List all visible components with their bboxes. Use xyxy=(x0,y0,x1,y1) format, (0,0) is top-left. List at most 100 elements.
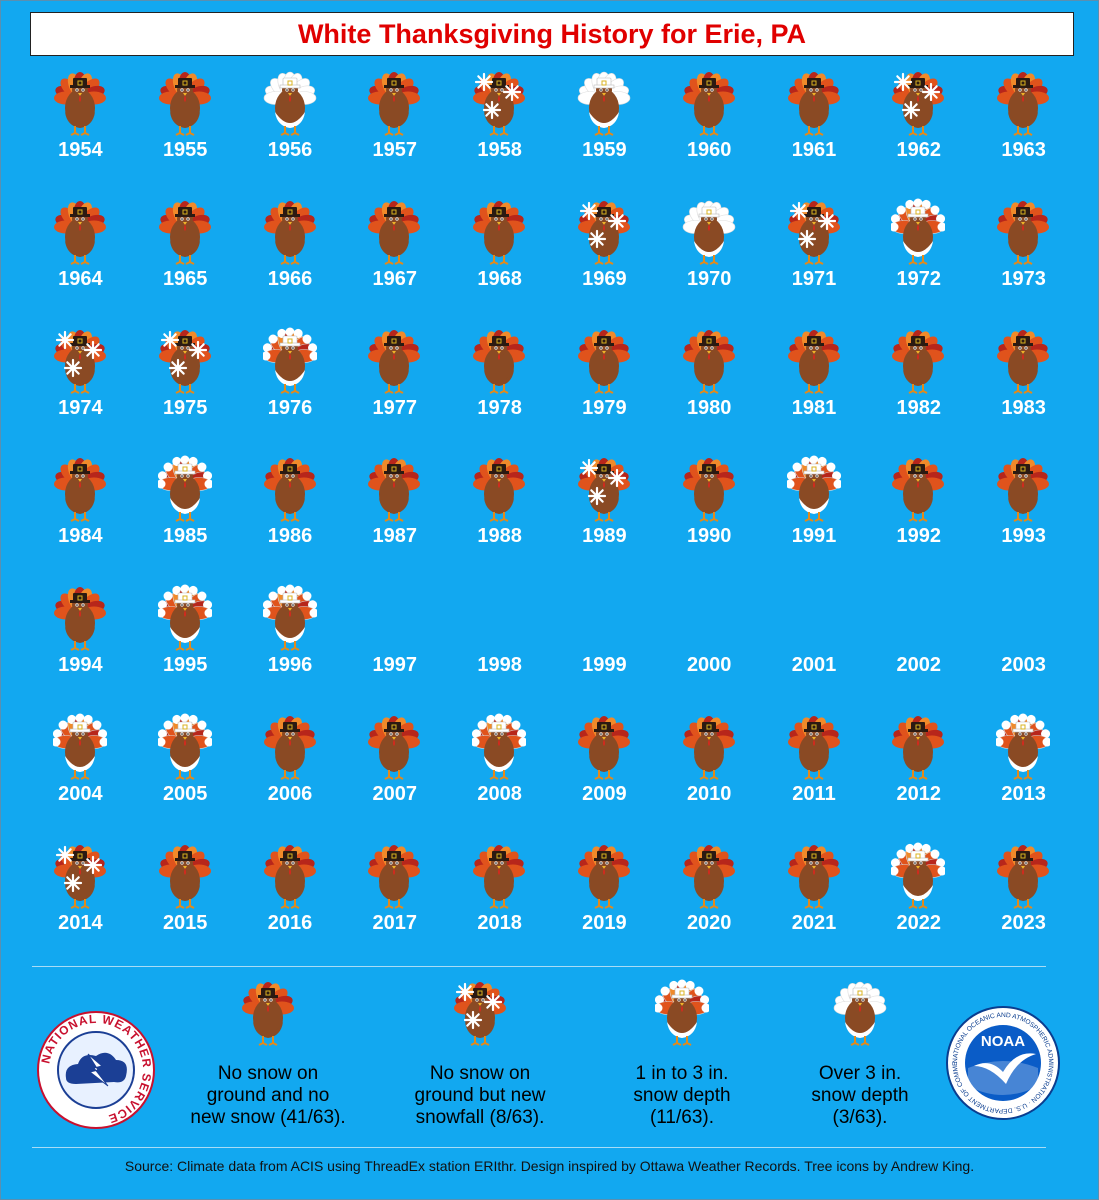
year-label: 1977 xyxy=(372,396,418,419)
turkey-none-icon xyxy=(682,329,735,394)
year-cell: 1986 xyxy=(238,454,343,579)
turkey-icon-heavy xyxy=(263,68,317,140)
turkey-none-icon xyxy=(473,200,526,265)
year-label: 2005 xyxy=(162,783,208,805)
turkey-icon-none xyxy=(158,841,212,913)
turkey-icon-light xyxy=(261,583,319,655)
turkey-icon-new xyxy=(787,197,841,269)
turkey-icon-light xyxy=(156,583,214,655)
year-cell: 1966 xyxy=(238,197,343,322)
year-cell: 1987 xyxy=(342,454,447,579)
turkey-heavy-icon xyxy=(577,71,631,136)
year-label: 2008 xyxy=(477,783,522,805)
year-label: 2012 xyxy=(896,783,942,805)
year-cell: 1959 xyxy=(552,68,657,193)
turkey-light-icon xyxy=(261,584,319,652)
turkey-icon-none xyxy=(367,326,421,398)
turkey-icon-heavy xyxy=(577,68,631,140)
year-label: 1964 xyxy=(58,267,103,290)
year-label: 1995 xyxy=(162,654,208,677)
year-cell: 1962 xyxy=(866,68,971,193)
year-label: 1956 xyxy=(267,139,313,161)
turkey-icon-none xyxy=(367,197,421,269)
year-cell: 2023 xyxy=(971,841,1076,966)
year-label: 2009 xyxy=(582,783,627,805)
turkey-none-icon xyxy=(997,844,1050,909)
year-label: 2002 xyxy=(896,654,942,677)
year-cell: 1967 xyxy=(342,197,447,322)
year-cell: 2012 xyxy=(866,712,971,837)
year-cell: 1974 xyxy=(28,326,133,451)
turkey-light-icon xyxy=(889,198,947,265)
turkey-none-icon xyxy=(368,458,421,523)
turkey-new-icon xyxy=(892,72,945,136)
year-cell: 1972 xyxy=(866,197,971,322)
legend-label: No snow on ground and no new snow (41/63… xyxy=(190,1063,346,1128)
year-label: 1972 xyxy=(896,267,942,290)
year-cell: 2019 xyxy=(552,841,657,966)
turkey-new-icon xyxy=(54,329,106,394)
year-label: 1988 xyxy=(477,525,522,548)
year-label: 1984 xyxy=(58,525,103,548)
year-cell: 1980 xyxy=(657,326,762,451)
year-cell: 2014 xyxy=(28,841,133,966)
turkey-none-icon xyxy=(578,329,630,394)
year-label: 1981 xyxy=(791,396,837,419)
year-label: 2017 xyxy=(372,911,418,934)
year-label: 1976 xyxy=(267,396,313,419)
year-label: 1966 xyxy=(267,267,313,290)
year-cell: 1990 xyxy=(657,454,762,579)
turkey-light-icon xyxy=(994,713,1052,780)
year-label: 1965 xyxy=(162,267,208,290)
turkey-none-icon xyxy=(787,329,840,394)
turkey-new-icon xyxy=(158,329,211,394)
year-label: 2004 xyxy=(58,783,103,805)
noaa-logo-text: NOAA xyxy=(981,1033,1025,1050)
turkey-icon-new xyxy=(891,68,945,140)
turkey-none-icon xyxy=(997,458,1050,523)
year-label: 1959 xyxy=(582,139,627,161)
year-cell: 2002 xyxy=(866,583,971,708)
turkey-icon-none xyxy=(577,841,631,913)
turkey-icon-none xyxy=(367,68,421,140)
year-label: 1980 xyxy=(686,396,732,419)
year-cell: 1960 xyxy=(657,68,762,193)
year-label: 2010 xyxy=(686,783,732,805)
turkey-icon-none xyxy=(682,712,736,784)
turkey-none-icon xyxy=(263,716,316,780)
year-label: 2013 xyxy=(1001,783,1046,805)
year-cell: 2008 xyxy=(447,712,552,837)
turkey-icon-none xyxy=(682,326,736,398)
year-cell: 2001 xyxy=(762,583,867,708)
year-label: 2019 xyxy=(582,911,627,934)
year-cell: 1963 xyxy=(971,68,1076,193)
year-cell: 1973 xyxy=(971,197,1076,322)
turkey-none-icon xyxy=(787,72,840,136)
year-label: 1993 xyxy=(1001,525,1046,548)
year-label: 1990 xyxy=(686,525,732,548)
year-label: 2016 xyxy=(267,911,313,934)
noaa-logo: NOAA NATIONAL OCEANIC AND ATMOSPHERIC AD… xyxy=(946,1006,1060,1120)
turkey-none-icon xyxy=(368,200,421,265)
turkey-icon-none xyxy=(996,454,1050,526)
year-cell: 1979 xyxy=(552,326,657,451)
year-cell: 1968 xyxy=(447,197,552,322)
turkey-none-icon xyxy=(892,458,945,523)
legend-turkey-light-icon xyxy=(653,979,711,1046)
year-cell: 1975 xyxy=(133,326,238,451)
turkey-new-icon xyxy=(787,200,840,265)
year-cell: 1976 xyxy=(238,326,343,451)
year-cell: 1995 xyxy=(133,583,238,708)
year-cell: 1983 xyxy=(971,326,1076,451)
turkey-icon-none xyxy=(996,326,1050,398)
turkey-none-icon xyxy=(368,716,421,780)
year-cell: 2022 xyxy=(866,841,971,966)
year-label: 1975 xyxy=(162,396,208,419)
turkey-none-icon xyxy=(682,844,735,909)
year-cell: 1977 xyxy=(342,326,447,451)
year-label: 1967 xyxy=(372,267,418,290)
year-cell: 2021 xyxy=(762,841,867,966)
year-label: 1971 xyxy=(791,267,837,290)
year-label: 1987 xyxy=(372,525,418,548)
legend-item-new: No snow on ground but new snowfall (8/63… xyxy=(380,978,580,1129)
